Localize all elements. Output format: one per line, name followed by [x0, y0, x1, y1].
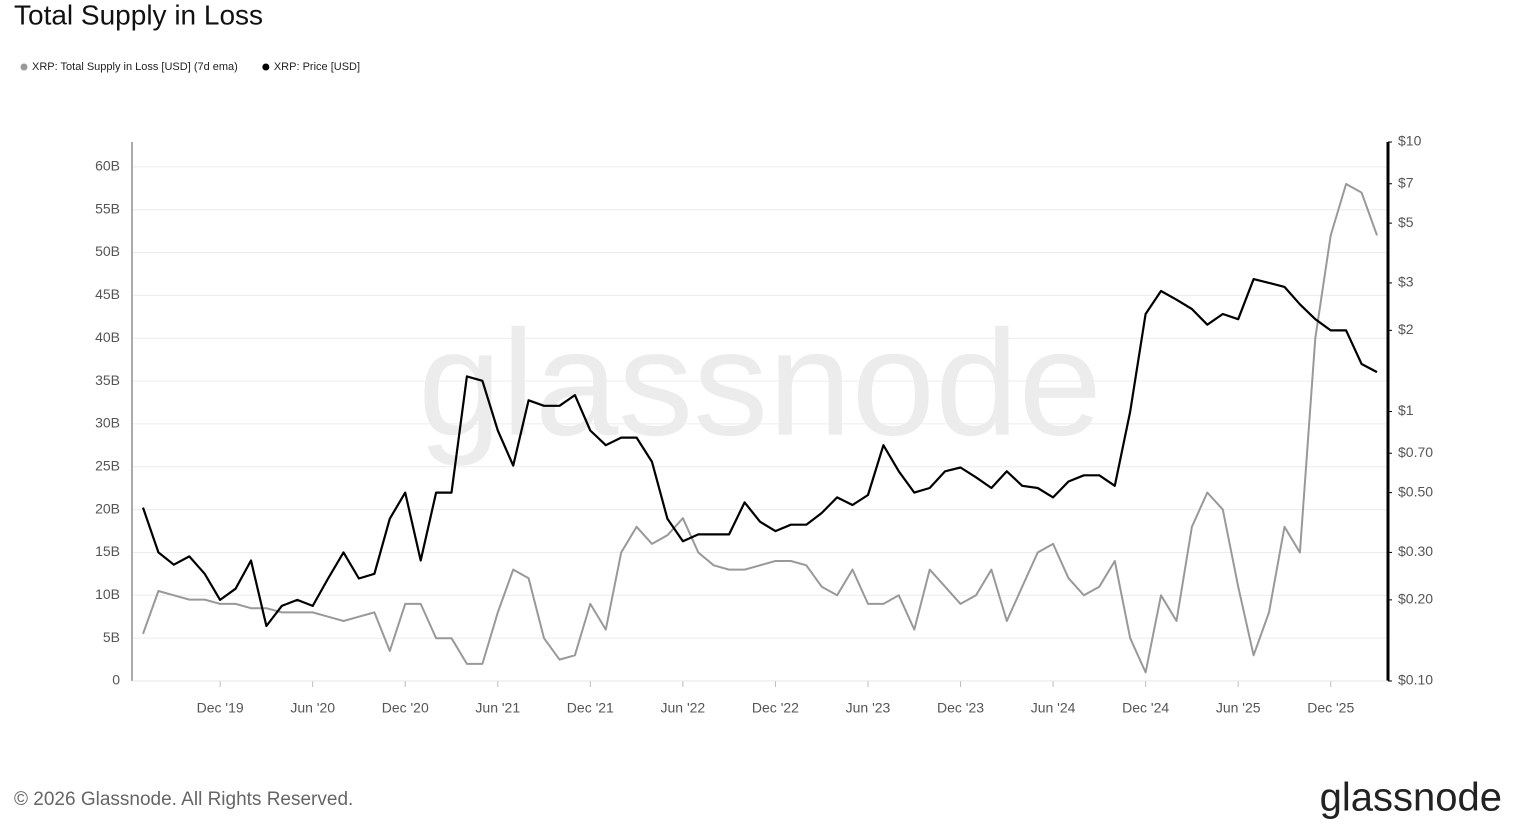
- y2-tick-label: $0.70: [1398, 444, 1433, 460]
- series-line: [142, 183, 1378, 674]
- y-tick-label: 50B: [95, 243, 120, 259]
- y2-tick-label: $10: [1398, 133, 1422, 149]
- y2-tick-label: $1: [1398, 402, 1414, 418]
- y2-tick-label: $0.20: [1398, 591, 1433, 607]
- y2-tick-label: $0.30: [1398, 543, 1433, 559]
- y2-tick-label: $0.50: [1398, 483, 1433, 499]
- y-tick-label: 0: [112, 672, 120, 688]
- x-tick-label: Dec '19: [197, 700, 244, 716]
- y-tick-label: 40B: [95, 329, 120, 345]
- y2-tick-label: $5: [1398, 214, 1414, 230]
- y-tick-label: 10B: [95, 586, 120, 602]
- brand-logo: glassnode: [1320, 776, 1502, 820]
- chart-title: Total Supply in Loss: [14, 0, 263, 30]
- y2-tick-label: $0.10: [1398, 672, 1433, 688]
- legend-marker: [262, 63, 270, 71]
- legend-marker: [20, 63, 28, 71]
- x-tick-label: Jun '24: [1031, 700, 1076, 716]
- x-tick-label: Dec '21: [567, 700, 614, 716]
- y2-tick-label: $7: [1398, 174, 1414, 190]
- y-tick-label: 25B: [95, 457, 120, 473]
- x-tick-label: Dec '23: [937, 700, 984, 716]
- legend-label: XRP: Total Supply in Loss [USD] (7d ema): [32, 61, 238, 73]
- x-tick-label: Jun '20: [290, 700, 335, 716]
- y-tick-label: 30B: [95, 415, 120, 431]
- y2-tick-label: $3: [1398, 274, 1414, 290]
- x-tick-label: Dec '20: [382, 700, 429, 716]
- x-tick-label: Jun '22: [661, 700, 706, 716]
- y-tick-label: 20B: [95, 500, 120, 516]
- y2-tick-label: $2: [1398, 321, 1414, 337]
- x-tick-label: Jun '21: [475, 700, 520, 716]
- x-tick-label: Dec '22: [752, 700, 799, 716]
- footer: © 2026 Glassnode. All Rights Reserved.: [14, 789, 353, 810]
- x-tick-label: Jun '23: [846, 700, 891, 716]
- y-tick-label: 5B: [103, 629, 120, 645]
- x-tick-label: Dec '24: [1122, 700, 1169, 716]
- watermark: glassnode: [418, 299, 1102, 467]
- legend-label: XRP: Price [USD]: [274, 61, 360, 73]
- y-tick-label: 55B: [95, 200, 120, 216]
- series-line: [141, 278, 1378, 628]
- x-tick-label: Jun '25: [1216, 700, 1261, 716]
- y-tick-label: 45B: [95, 286, 120, 302]
- y-tick-label: 60B: [95, 158, 120, 174]
- y-tick-label: 15B: [95, 543, 120, 559]
- y-tick-label: 35B: [95, 372, 120, 388]
- x-tick-label: Dec '25: [1307, 700, 1354, 716]
